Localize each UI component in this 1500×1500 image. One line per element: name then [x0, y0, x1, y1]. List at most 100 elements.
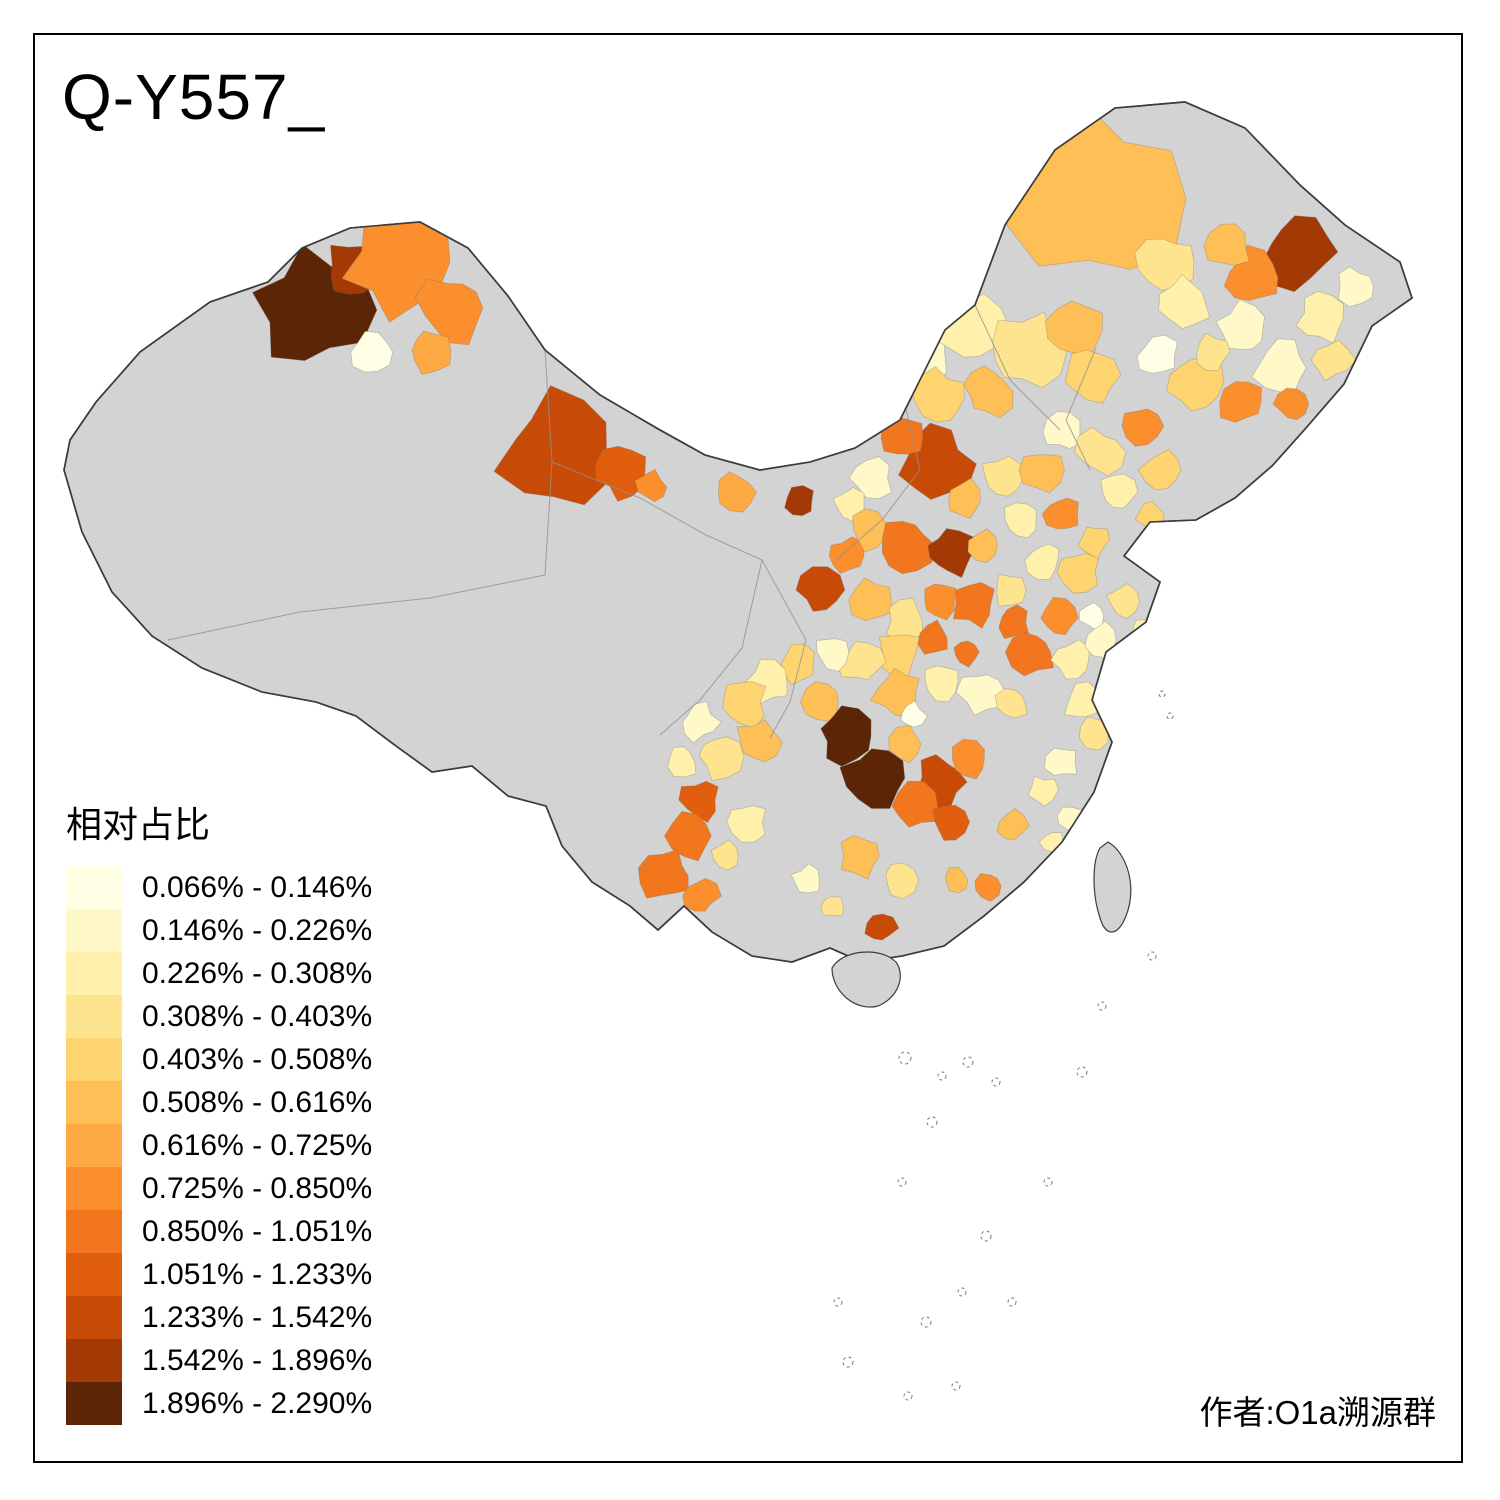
- map-region: [996, 807, 1030, 841]
- legend-row: 0.226% - 0.308%: [66, 952, 372, 995]
- legend-swatch: [66, 1296, 122, 1339]
- map-region: [710, 839, 739, 871]
- page-title: Q-Y557_: [62, 61, 326, 133]
- map-region: [878, 634, 921, 678]
- map-region: [726, 805, 767, 843]
- map-region: [1203, 223, 1250, 266]
- province-boundary: [1065, 347, 1097, 471]
- map-region: [790, 863, 820, 894]
- map-region: [1136, 334, 1178, 374]
- map-region: [967, 528, 998, 563]
- map-region: [1223, 244, 1279, 302]
- map-region: [1049, 639, 1091, 680]
- map-region: [927, 528, 974, 579]
- sea-islet: [897, 1177, 907, 1187]
- map-region: [634, 468, 668, 503]
- legend-row: 0.850% - 1.051%: [66, 1210, 372, 1253]
- map-region: [1043, 747, 1078, 776]
- map-region: [820, 705, 872, 767]
- map-region: [891, 780, 939, 828]
- map-region: [910, 366, 965, 423]
- map-region: [682, 700, 722, 744]
- map-region: [848, 456, 893, 500]
- sea-islet: [1007, 1297, 1017, 1307]
- map-region: [1041, 497, 1079, 530]
- china-border-stroke: [63, 101, 1413, 963]
- map-region: [885, 862, 920, 900]
- sea-islet: [1043, 1177, 1053, 1187]
- sea-islet: [1147, 951, 1157, 961]
- legend-row: 0.616% - 0.725%: [66, 1124, 372, 1167]
- province-boundary: [761, 559, 807, 739]
- province-boundary: [167, 349, 553, 641]
- legend-row: 0.308% - 0.403%: [66, 995, 372, 1038]
- sea-islet: [920, 1316, 932, 1328]
- map-region: [682, 877, 722, 912]
- map-region: [637, 848, 689, 899]
- map-region: [981, 455, 1024, 497]
- map-region: [1024, 543, 1060, 581]
- map-region: [852, 508, 891, 553]
- map-region: [736, 719, 783, 763]
- map-region: [951, 738, 985, 780]
- legend-label: 1.233% - 1.542%: [142, 1300, 373, 1334]
- legend-row: 1.896% - 2.290%: [66, 1382, 372, 1425]
- map-region: [1137, 448, 1182, 491]
- map-region: [864, 913, 900, 941]
- province-boundary: [659, 559, 763, 736]
- map-region: [828, 536, 865, 574]
- map-region: [1079, 602, 1105, 630]
- map-region: [678, 780, 719, 824]
- map-region: [1042, 410, 1081, 450]
- map-region: [820, 896, 844, 917]
- map-region: [1077, 526, 1111, 560]
- legend-swatch: [66, 909, 122, 952]
- sea-islet: [991, 1077, 1001, 1087]
- map-region: [963, 365, 1014, 419]
- hainan-island: [831, 951, 901, 1008]
- legend-label: 1.051% - 1.233%: [142, 1257, 373, 1291]
- sea-islet: [962, 1056, 974, 1068]
- map-region: [780, 643, 815, 686]
- map-region: [698, 736, 745, 782]
- legend-rows: 0.066% - 0.146% 0.146% - 0.226% 0.226% - 0…: [66, 866, 372, 1425]
- sea-islet: [937, 1071, 947, 1081]
- legend-row: 0.508% - 0.616%: [66, 1081, 372, 1124]
- map-region: [924, 583, 957, 621]
- legend-label: 0.725% - 0.850%: [142, 1171, 373, 1205]
- map-region: [795, 566, 846, 612]
- province-boundary: [551, 461, 763, 561]
- legend-swatch: [66, 1081, 122, 1124]
- province-boundary: [835, 391, 921, 561]
- map-region: [839, 748, 906, 809]
- map-region: [1100, 473, 1139, 509]
- map-region: [1074, 426, 1127, 477]
- sea-islet: [842, 1356, 854, 1368]
- map-region: [1018, 454, 1065, 494]
- map-region: [994, 688, 1028, 719]
- map-region: [917, 619, 948, 655]
- map-region: [948, 477, 982, 519]
- legend-label: 0.850% - 1.051%: [142, 1214, 373, 1248]
- map-region: [595, 445, 647, 502]
- sea-islet: [898, 1051, 912, 1065]
- legend: 相对占比 0.066% - 0.146% 0.146% - 0.226% 0.226…: [66, 796, 372, 1425]
- map-region: [1121, 408, 1165, 447]
- legend-label: 0.616% - 0.725%: [142, 1128, 373, 1162]
- map-region: [848, 577, 892, 622]
- map-region: [900, 700, 928, 728]
- map-region: [1158, 274, 1211, 330]
- map-region: [1337, 266, 1374, 308]
- map-region: [664, 810, 712, 862]
- legend-swatch: [66, 1339, 122, 1382]
- sea-islet: [1158, 690, 1166, 698]
- map-region: [953, 640, 980, 668]
- map-region: [840, 834, 880, 880]
- map-region: [1063, 681, 1102, 718]
- map-region: [1105, 583, 1141, 620]
- legend-swatch: [66, 1124, 122, 1167]
- legend-label: 1.896% - 2.290%: [142, 1386, 373, 1420]
- taiwan-island: [1093, 841, 1132, 933]
- sea-islet: [1097, 1001, 1107, 1011]
- legend-swatch: [66, 1382, 122, 1425]
